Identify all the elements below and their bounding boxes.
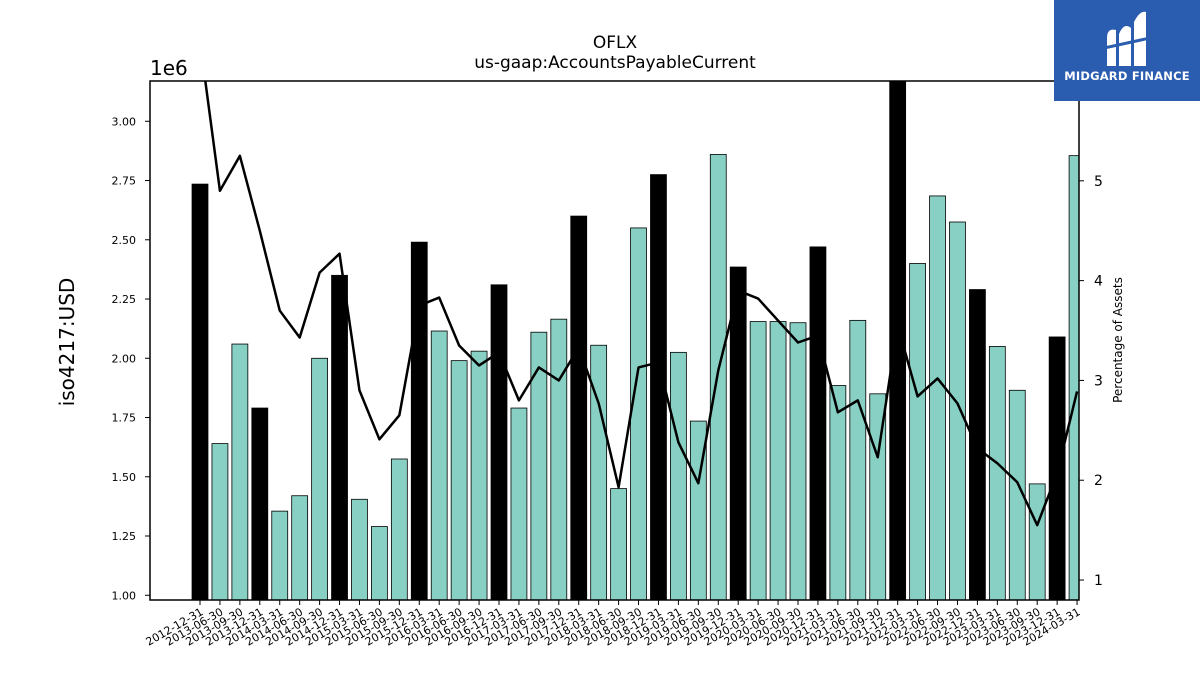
- bar-2014-03-31: [271, 510, 289, 600]
- plot-frame: [149, 80, 1080, 601]
- bar-2012-12-31: [191, 183, 209, 600]
- bar-2015-06-30: [371, 526, 388, 600]
- bar-2018-03-31: [590, 344, 608, 600]
- bar-2021-03-31: [829, 385, 847, 600]
- bar-2015-09-30: [390, 458, 408, 600]
- y2-tick-label: 3: [1094, 373, 1103, 389]
- y2-tick-label: 5: [1094, 174, 1103, 190]
- percentage-of-assets-line: [204, 81, 1079, 527]
- bar-2015-12-31: [410, 241, 428, 600]
- y-tick-label: 2.25: [112, 293, 137, 306]
- logo-text: MIDGARD FINANCE: [1064, 69, 1190, 83]
- midgard-logo-icon: [1104, 11, 1150, 66]
- bar-2024-03-31: [1068, 155, 1079, 600]
- bar-2020-06-30: [769, 321, 787, 600]
- bar-2020-03-31: [749, 321, 767, 600]
- bar-2021-06-30: [849, 319, 867, 600]
- bar-2017-06-30: [530, 331, 548, 600]
- bar-2023-03-31: [988, 346, 1006, 600]
- bar-2017-12-31: [570, 215, 588, 600]
- y-tick-label: 1.00: [112, 589, 137, 602]
- y-tick-label: 1.75: [112, 412, 137, 425]
- bar-2014-06-30: [291, 495, 309, 600]
- bar-2021-12-31: [889, 81, 907, 600]
- midgard-finance-logo: MIDGARD FINANCE: [1054, 0, 1200, 101]
- bar-2014-09-30: [311, 357, 328, 600]
- bar-2017-09-30: [550, 318, 568, 600]
- y2-tick-label: 4: [1094, 274, 1103, 290]
- chart-title: OFLX: [593, 33, 638, 53]
- bar-2015-03-31: [351, 498, 368, 600]
- y-tick-label: 1.25: [112, 530, 137, 543]
- y-tick-label: 2.50: [112, 234, 137, 247]
- bar-2022-03-31: [909, 263, 926, 600]
- chart-subtitle: us-gaap:AccountsPayableCurrent: [474, 53, 756, 73]
- bar-2022-09-30: [949, 221, 966, 600]
- y-axis-ticks: 1.00 1.25 1.50 1.75 2.00 2.25 2.50 2.75 3.00: [112, 115, 150, 602]
- y2-axis-label: Percentage of Assets: [1111, 277, 1125, 403]
- bar-2016-03-31: [430, 330, 448, 600]
- y2-tick-label: 2: [1094, 473, 1103, 489]
- bar-2022-06-30: [929, 195, 946, 600]
- y2-axis-ticks: 1 2 3 4 5: [1079, 174, 1103, 589]
- y-axis-label: iso4217:USD: [55, 278, 79, 407]
- bar-2013-09-30: [231, 343, 249, 600]
- x-axis-ticks: 2012-12-312013-06-302013-09-302013-12-31…: [144, 600, 1083, 649]
- y-tick-label: 2.00: [112, 352, 137, 365]
- bar-2018-06-30: [610, 488, 627, 600]
- y-offset-label: 1e6: [150, 56, 188, 80]
- bar-2022-12-31: [969, 289, 986, 600]
- bar-2016-06-30: [450, 360, 468, 600]
- bar-2014-12-31: [331, 274, 348, 600]
- bar-2013-06-30: [211, 443, 229, 600]
- y-tick-label: 1.50: [112, 471, 137, 484]
- bar-2019-03-31: [670, 351, 687, 600]
- bar-2017-03-31: [510, 407, 528, 600]
- bar-2023-09-30: [1028, 483, 1046, 600]
- bar-2016-12-31: [490, 284, 508, 600]
- y-tick-label: 3.00: [112, 115, 137, 128]
- line-group: [204, 81, 1079, 527]
- bar-2020-09-30: [789, 322, 807, 600]
- bar-2016-09-30: [470, 350, 488, 600]
- bar-group: [191, 81, 1079, 600]
- bar-2018-12-31: [650, 174, 667, 600]
- y-tick-label: 2.75: [112, 175, 137, 188]
- bar-2013-12-31: [251, 407, 269, 600]
- bar-2019-12-31: [729, 266, 747, 600]
- y2-tick-label: 1: [1094, 573, 1103, 589]
- bar-2018-09-30: [630, 227, 647, 600]
- bar-2020-12-31: [809, 246, 827, 600]
